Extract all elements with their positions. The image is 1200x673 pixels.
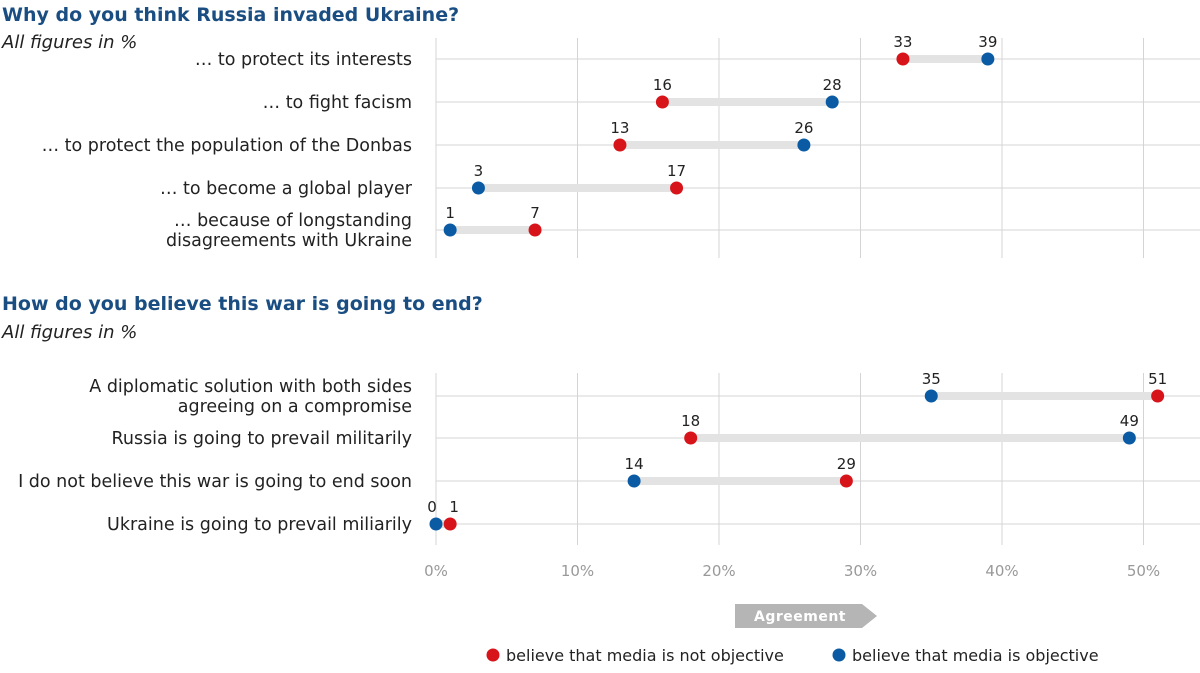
value-label-objective: 35 [922,370,941,388]
value-label-not-objective: 16 [653,76,672,94]
category-label: Ukraine is going to prevail miliarily [107,515,412,535]
value-label-not-objective: 51 [1148,370,1167,388]
category-label: … to fight facism [263,93,412,113]
legend-dot [832,648,846,662]
dot-not-objective [613,138,627,152]
category-label: agreeing on a compromise [178,397,412,417]
dot-objective [627,474,641,488]
dot-not-objective [1151,389,1165,403]
category-label: disagreements with Ukraine [166,231,412,251]
dot-not-objective [896,52,910,66]
category-label: Russia is going to prevail militarily [111,429,412,449]
chart1-subtitle: All figures in % [2,32,138,53]
value-label-not-objective: 17 [667,162,686,180]
x-tick-label: 40% [985,562,1018,580]
dot-objective [981,52,995,66]
x-tick-label: 30% [844,562,877,580]
x-tick-label: 50% [1127,562,1160,580]
x-tick-label: 10% [561,562,594,580]
dot-not-objective [670,181,684,195]
value-label-objective: 39 [978,33,997,51]
value-label-objective: 14 [625,455,644,473]
value-label-not-objective: 33 [893,33,912,51]
category-label: … to protect the population of the Donba… [42,136,412,156]
dot-not-objective [528,223,542,237]
dot-objective [429,517,443,531]
chart2-subtitle: All figures in % [2,322,138,343]
dot-not-objective [443,517,457,531]
x-tick-label: 0% [424,562,448,580]
agreement-arrow-label: Agreement [754,609,846,625]
legend-dot [486,648,500,662]
value-label-objective: 49 [1120,412,1139,430]
value-label-not-objective: 1 [449,498,459,516]
dot-objective [443,223,457,237]
category-label: I do not believe this war is going to en… [18,472,412,492]
chart1-title: Why do you think Russia invaded Ukraine? [2,4,460,26]
dot-objective [1122,431,1136,445]
value-label-objective: 28 [823,76,842,94]
agreement-arrow [735,604,877,628]
value-label-objective: 0 [427,498,437,516]
value-label-not-objective: 29 [837,455,856,473]
category-label: … because of longstanding [174,211,412,231]
value-label-not-objective: 13 [610,119,629,137]
value-label-not-objective: 18 [681,412,700,430]
category-label: … to protect its interests [195,50,412,70]
value-label-not-objective: 7 [530,204,540,222]
dot-not-objective [655,95,669,109]
category-label: … to become a global player [160,179,413,199]
chart2-title: How do you believe this war is going to … [2,293,483,315]
dot-not-objective [839,474,853,488]
dot-objective [797,138,811,152]
legend-label: believe that media is objective [852,646,1099,665]
dot-objective [924,389,938,403]
value-label-objective: 26 [794,119,813,137]
category-label: A diplomatic solution with both sides [89,377,412,397]
dot-objective [825,95,839,109]
value-label-objective: 1 [445,204,455,222]
dot-objective [471,181,485,195]
value-label-objective: 3 [474,162,484,180]
dot-not-objective [684,431,698,445]
x-tick-label: 20% [702,562,735,580]
legend-label: believe that media is not objective [506,646,784,665]
